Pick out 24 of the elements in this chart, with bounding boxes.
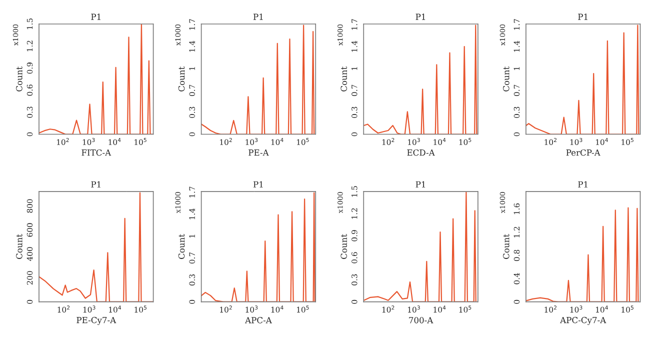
y-axis-title: Count — [340, 66, 347, 92]
chart-title: P1 — [578, 181, 588, 188]
y-axis-title: Count — [16, 234, 22, 259]
x-axis-title: APC-Cy7-A — [560, 316, 606, 325]
x-axis-title: PerCP-A — [566, 149, 600, 156]
y-axis-title: Count — [502, 66, 510, 92]
x-axis-title: PE-A — [248, 150, 269, 156]
chart-title: P1 — [91, 181, 100, 188]
y-axis-title: Count — [178, 66, 185, 92]
chart-title: P1 — [253, 14, 263, 20]
x-axis-title: FITC-A — [82, 149, 112, 156]
chart-title: P1 — [91, 14, 100, 20]
y-axis-title: Count — [502, 234, 510, 259]
chart-title: P1 — [416, 181, 426, 188]
chart-title: P1 — [578, 14, 588, 20]
y-axis-title: Count — [340, 234, 347, 259]
x-axis-title: ECD-A — [407, 149, 435, 156]
x-axis-title: 700-A — [409, 317, 434, 324]
chart-title: P1 — [416, 14, 426, 20]
x-axis-title: PE-Cy7-A — [76, 316, 116, 325]
x-axis-title: APC-A — [245, 317, 272, 324]
y-axis-title: Count — [16, 66, 22, 92]
y-axis-title: Count — [178, 234, 185, 259]
chart-title: P1 — [253, 181, 263, 188]
